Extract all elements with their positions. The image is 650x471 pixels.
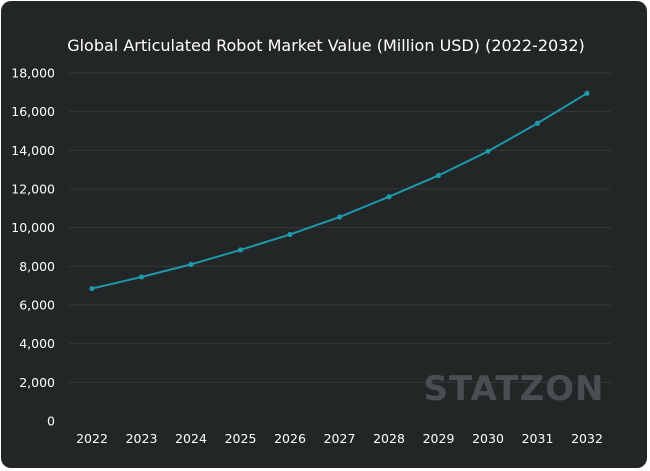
y-tick-label: 10,000 bbox=[11, 220, 55, 235]
data-point bbox=[188, 261, 194, 267]
data-point bbox=[287, 231, 293, 238]
x-tick-label: 2026 bbox=[274, 431, 306, 446]
y-tick-label: 18,000 bbox=[11, 66, 55, 81]
series bbox=[89, 90, 590, 292]
data-point bbox=[435, 172, 442, 179]
chart-title: Global Articulated Robot Market Value (M… bbox=[67, 36, 585, 55]
x-tick-label: 2027 bbox=[324, 431, 356, 446]
x-tick-label: 2024 bbox=[175, 431, 207, 446]
y-tick-label: 12,000 bbox=[11, 182, 55, 197]
data-point bbox=[386, 194, 392, 200]
y-axis: 0 2,000 4,000 6,000 8,000 10,000 12,000 14,000 1… bbox=[11, 66, 55, 429]
series-line bbox=[91, 92, 588, 290]
data-point bbox=[336, 214, 343, 220]
x-tick-label: 2031 bbox=[522, 431, 554, 446]
y-tick-label: 4,000 bbox=[19, 336, 55, 351]
x-tick-label: 2022 bbox=[76, 431, 108, 446]
y-tick-label: 8,000 bbox=[19, 259, 55, 274]
y-tick-label: 14,000 bbox=[11, 143, 55, 158]
y-tick-label: 16,000 bbox=[11, 104, 55, 119]
x-tick-label: 2029 bbox=[423, 431, 455, 446]
x-axis: 2022 2023 2024 2025 2026 2027 2028 2029 2030 2031… bbox=[76, 431, 603, 446]
x-tick-label: 2028 bbox=[373, 431, 405, 446]
grid-lines bbox=[69, 72, 611, 383]
statzon-watermark: STATZON bbox=[424, 369, 605, 409]
x-tick-label: 2032 bbox=[571, 431, 603, 446]
data-point bbox=[237, 247, 244, 253]
y-tick-label: 6,000 bbox=[19, 298, 55, 313]
data-point bbox=[584, 90, 590, 96]
data-point bbox=[534, 120, 541, 126]
data-point bbox=[89, 285, 95, 292]
x-tick-label: 2030 bbox=[472, 431, 504, 446]
y-tick-label: 2,000 bbox=[19, 375, 55, 390]
x-tick-label: 2025 bbox=[225, 431, 257, 446]
x-tick-label: 2023 bbox=[126, 431, 158, 446]
data-point bbox=[138, 274, 145, 280]
y-tick-label: 0 bbox=[47, 414, 55, 429]
data-point bbox=[485, 148, 491, 154]
